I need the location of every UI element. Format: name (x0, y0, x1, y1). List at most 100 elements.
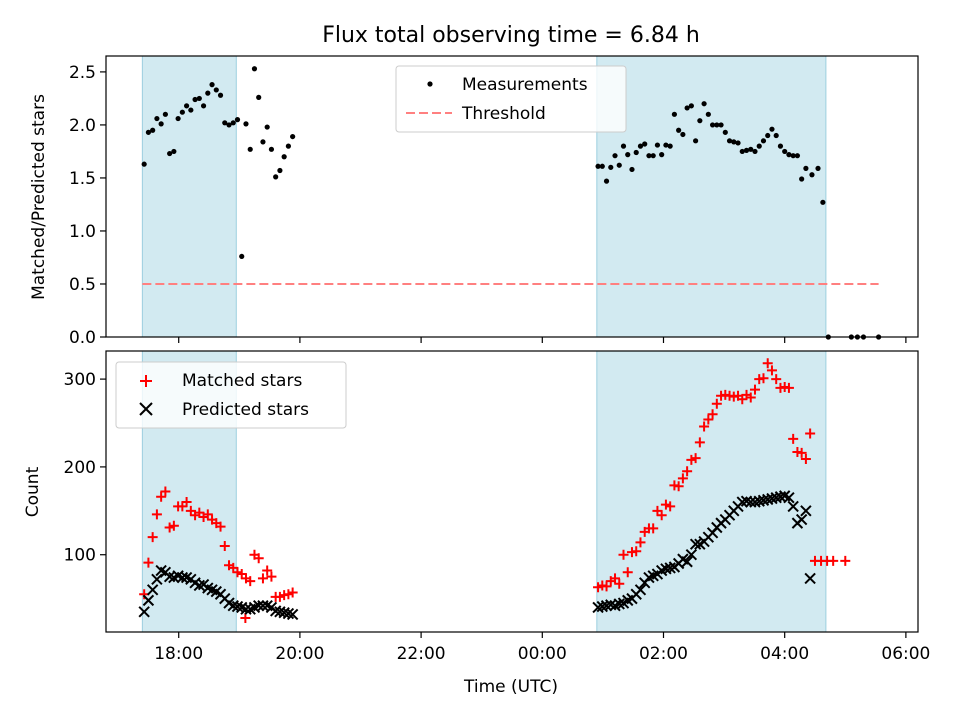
predicted-star-marker (146, 584, 159, 596)
predicted-star-marker (753, 495, 765, 507)
matched-star-marker (635, 537, 646, 548)
matched-star-marker (694, 437, 705, 448)
counts-x-axis-ticks: 18:00 20:00 22:00 00:00 02:00 04:00 06:00 (154, 632, 930, 664)
matched-star-marker (219, 540, 230, 551)
matched-star-marker (610, 573, 621, 584)
measurement-point (731, 139, 737, 145)
ratio-x-axis-ticks (178, 337, 907, 343)
measurement-point (209, 82, 215, 88)
x-tick-label: 06:00 (881, 644, 930, 664)
measurement-point (650, 153, 656, 159)
ratio-panel-frame (105, 55, 919, 338)
predicted-star-marker (286, 608, 299, 621)
predicted-star-marker (151, 573, 163, 586)
predicted-star-marker (227, 599, 239, 612)
chart-title: Flux total observing time = 6.84 h (322, 23, 700, 48)
predicted-star-marker (749, 496, 761, 508)
predicted-star-marker (762, 493, 774, 506)
y-tick-label: 0.5 (69, 275, 96, 295)
measurement-point (663, 142, 669, 148)
predicted-star-marker (766, 492, 778, 505)
measurement-point (171, 148, 177, 155)
measurement-point (200, 103, 207, 109)
counts-legend-box (115, 361, 347, 429)
matched-star-marker (805, 428, 816, 439)
measurement-point (722, 129, 728, 135)
y-tick-label: 200 (64, 458, 96, 478)
measurement-point (285, 143, 291, 149)
measurement-point (769, 126, 775, 132)
measurement-point (705, 111, 711, 117)
measurement-point (718, 122, 724, 128)
predicted-star-marker (269, 605, 282, 617)
y-tick-label: 300 (64, 370, 96, 390)
matched-star-marker (788, 433, 799, 444)
matched-star-marker (622, 567, 633, 578)
matched-star-marker (262, 565, 273, 576)
predicted-star-marker (231, 600, 244, 613)
matched-star-marker (151, 509, 162, 520)
measurement-point (290, 133, 296, 140)
measurement-point (654, 142, 661, 148)
matched-star-marker (240, 612, 251, 623)
ratio-y-axis-ticks: 0.0 0.5 1.0 1.5 2.0 2.5 (69, 63, 106, 348)
predicted-star-marker (795, 513, 808, 526)
measurement-point (756, 143, 762, 149)
ratio-panel: 0.0 0.5 1.0 1.5 2.0 2.5 Matched/Predicted sta… (29, 55, 919, 348)
matched-star-marker (682, 466, 693, 477)
y-tick-label: 2.0 (69, 116, 96, 136)
matched-star-marker (618, 549, 629, 560)
measurement-point (735, 140, 741, 146)
predicted-star-markers (138, 490, 816, 621)
measurement-point (183, 103, 190, 109)
matched-star-marker (656, 510, 667, 521)
measurement-point (192, 96, 198, 103)
measurement-point (646, 153, 652, 159)
matched-star-marker (703, 414, 714, 425)
predicted-star-marker (736, 496, 748, 508)
measurement-point (760, 138, 767, 144)
matched-star-marker (840, 555, 851, 566)
measurement-point (608, 164, 614, 170)
predicted-star-marker (142, 594, 155, 607)
matched-star-marker (168, 520, 179, 531)
predicted-star-marker (282, 607, 295, 620)
matched-star-marker (253, 553, 264, 564)
measurement-point (809, 172, 815, 178)
measurement-point (226, 122, 232, 128)
matched-star-marker (673, 481, 684, 492)
measurement-point (820, 199, 826, 205)
measurement-point (765, 132, 771, 139)
measurement-point (714, 122, 720, 128)
measurement-point (633, 149, 639, 156)
observing-window-2 (596, 55, 827, 338)
matched-star-marker (215, 521, 226, 532)
measurement-point (217, 92, 224, 98)
measurement-point (222, 120, 228, 126)
measurement-point (239, 253, 245, 260)
counts-panel: 100 200 300 18:00 20:00 22:00 00:00 02:00 04:00… (23, 350, 930, 697)
predicted-star-marker (770, 491, 782, 504)
measurement-point (642, 141, 648, 147)
matched-star-marker (745, 392, 756, 403)
predicted-star-marker (685, 549, 698, 561)
measurement-point (684, 105, 690, 111)
predicted-star-marker (689, 538, 702, 550)
measurement-point (264, 124, 270, 130)
measurement-point (612, 153, 618, 159)
x-axis-label: Time (UTC) (463, 677, 558, 697)
measurement-point (167, 150, 173, 157)
measurement-point (803, 165, 809, 171)
x-tick-label: 04:00 (760, 644, 809, 664)
measurement-point (671, 111, 678, 117)
counts-legend: Matched stars Predicted stars (115, 361, 347, 429)
matched-star-marker (762, 358, 773, 369)
measurement-point (260, 139, 266, 145)
measurement-point (256, 94, 262, 100)
counts-y-axis-label: Count (23, 466, 43, 517)
measurement-point (595, 163, 601, 169)
predicted-star-marker (257, 599, 269, 612)
predicted-star-marker (592, 601, 604, 614)
measurement-point (281, 154, 287, 160)
